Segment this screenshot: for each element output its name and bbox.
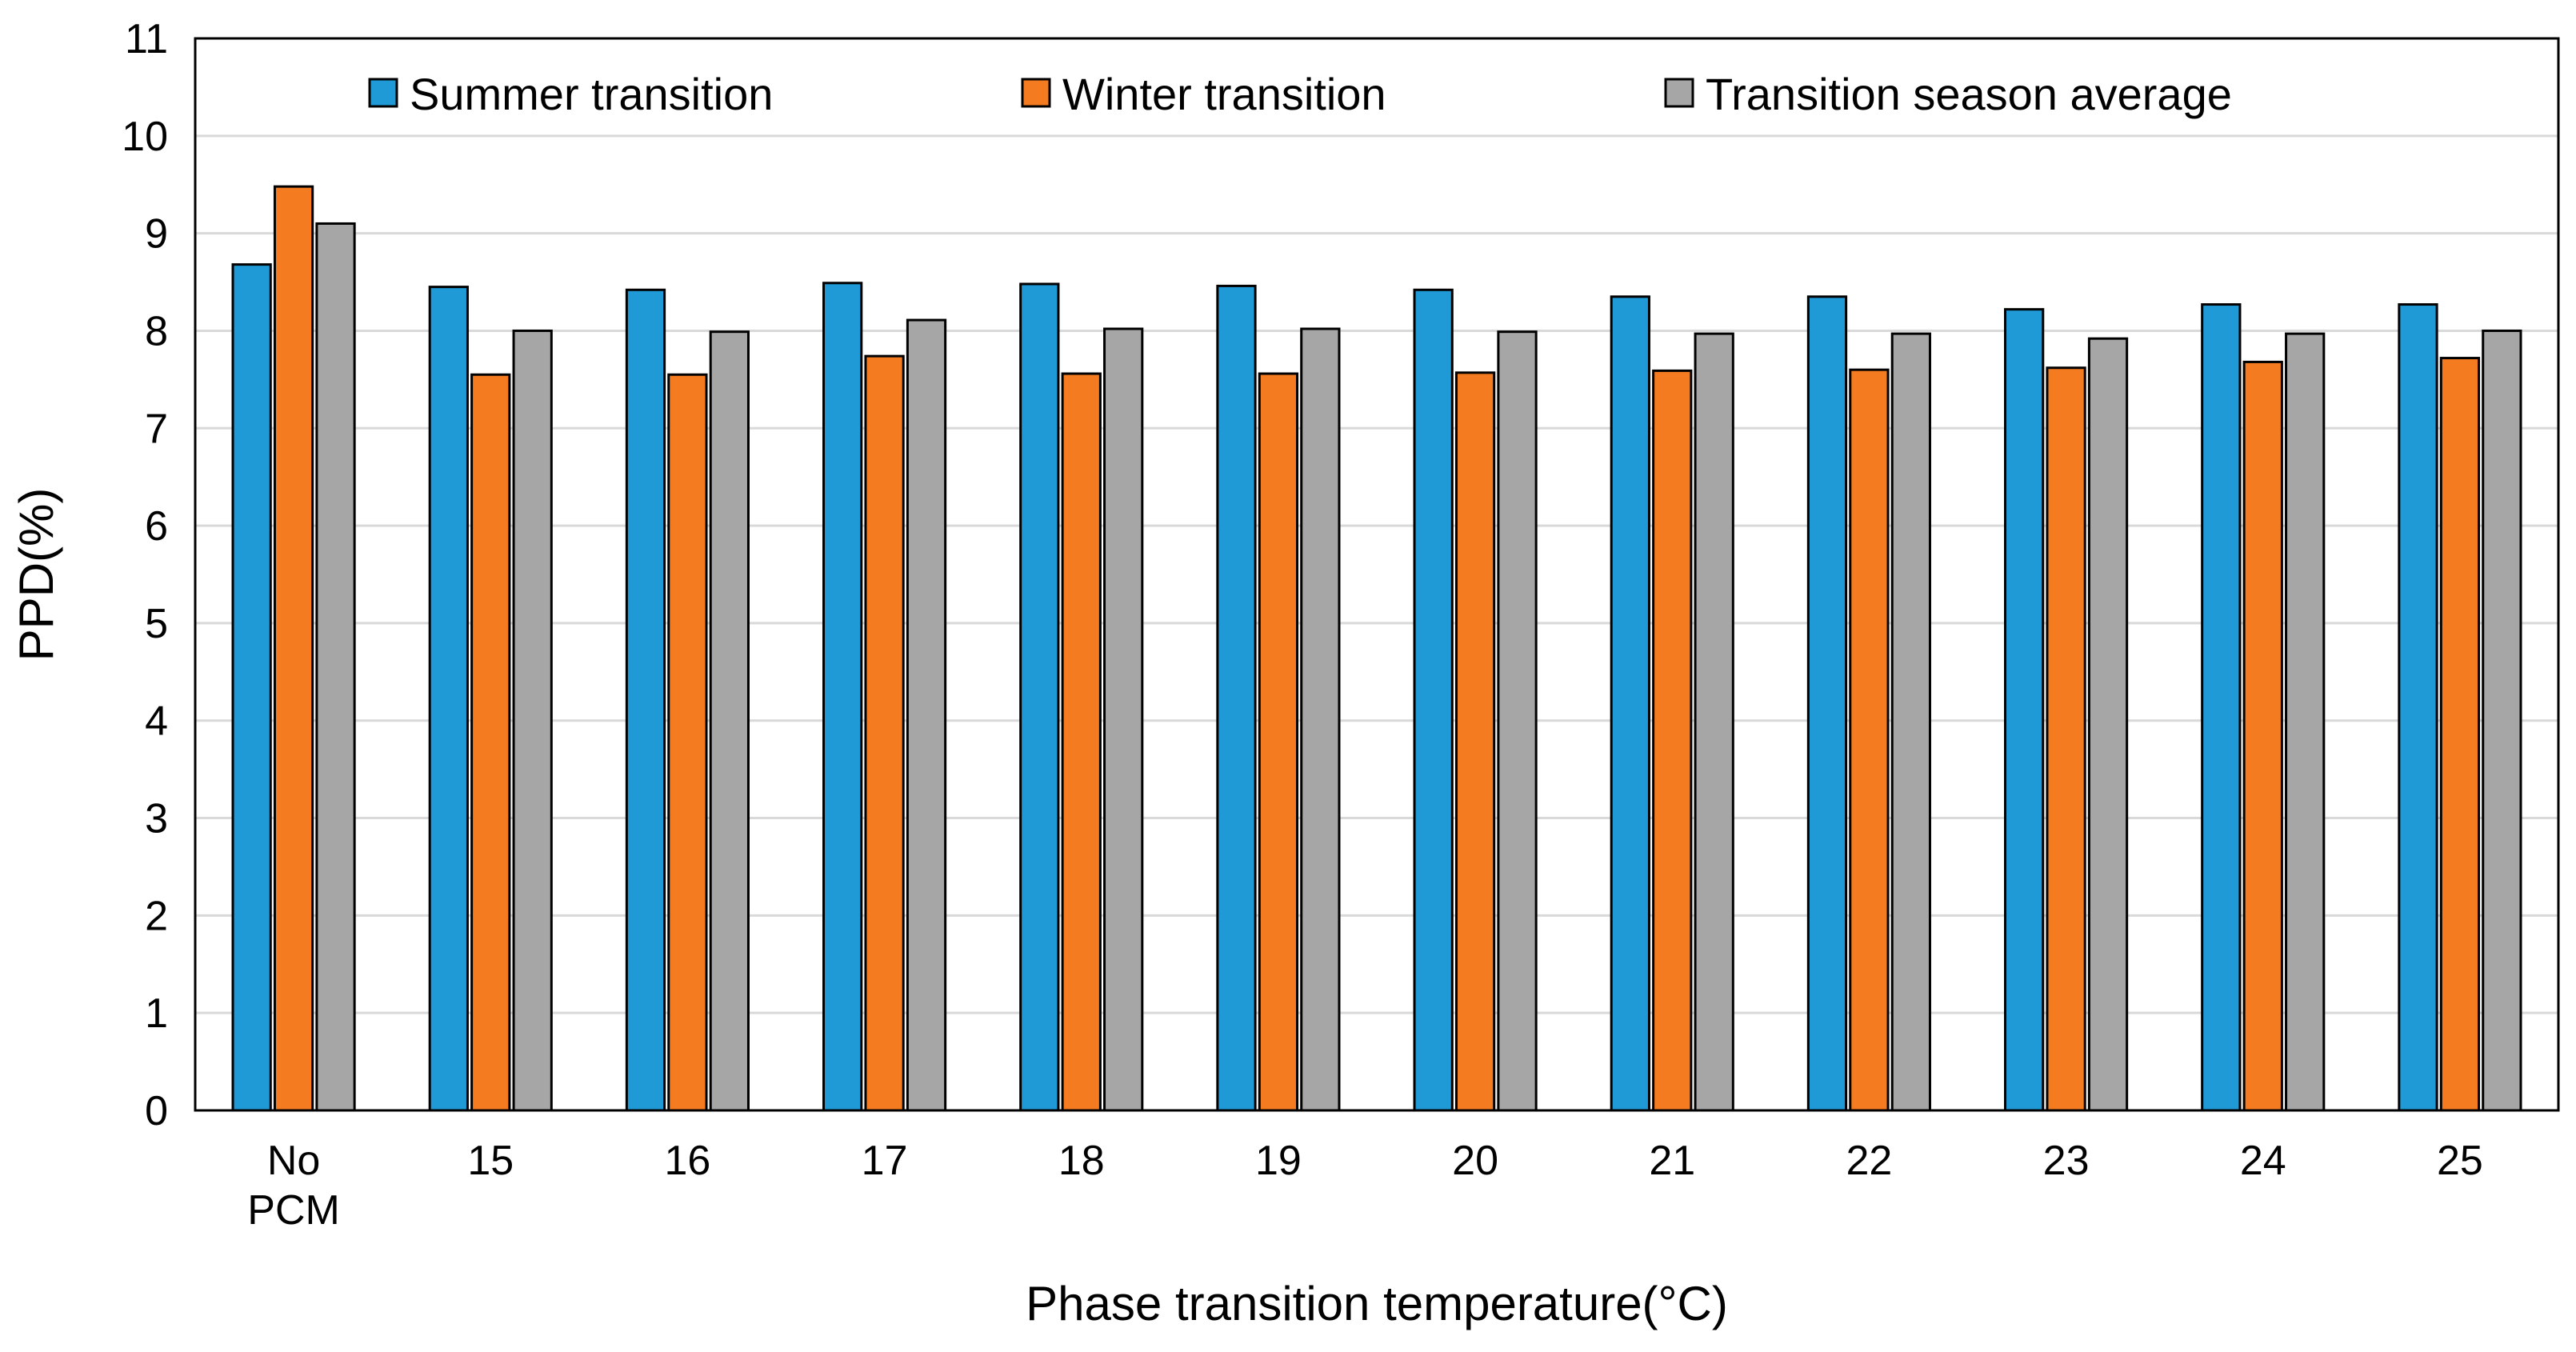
legend-label-summer-transition: Summer transition [410,69,773,119]
bar-summer-transition [1019,282,1060,1112]
bar-winter-transition [667,373,708,1112]
bar-winter-transition [1849,368,1890,1112]
x-tick-label: 25 [2437,1138,2483,1184]
x-tick-label: 17 [862,1138,908,1184]
bar-transition-season-average [1694,332,1734,1112]
bar-winter-transition [1258,372,1299,1112]
bar-transition-season-average [512,329,553,1112]
y-tick-label: 2 [145,893,168,939]
x-tick-label: 22 [1846,1138,1892,1184]
bar-winter-transition [864,354,905,1112]
bar-transition-season-average [2285,332,2326,1112]
bar-summer-transition [2398,303,2438,1112]
legend-label-transition-season-average: Transition season average [1706,69,2232,119]
y-tick-label: 6 [145,503,168,550]
bars [231,185,2522,1112]
bar-transition-season-average [1497,330,1538,1112]
x-tick-label: 20 [1452,1138,1498,1184]
plot-area-frame [194,37,2560,1112]
x-tick-label: 24 [2240,1138,2286,1184]
y-axis-title: PPD(%) [10,488,63,662]
y-tick-label: 0 [145,1088,168,1134]
legend-swatch-winter-transition [1021,78,1051,108]
bar-summer-transition [1610,295,1650,1112]
y-tick-label: 4 [145,698,168,745]
x-tick-label: 21 [1649,1138,1695,1184]
bar-summer-transition [231,263,272,1112]
bar-summer-transition [1413,288,1454,1112]
bar-transition-season-average [906,318,947,1112]
bar-transition-season-average [1103,327,1144,1112]
legend: Summer transition Winter transition Transi… [368,69,2232,119]
bar-transition-season-average [709,330,750,1112]
bar-winter-transition [2046,366,2086,1112]
bar-summer-transition [1806,295,1848,1112]
y-tick-label: 3 [145,796,168,842]
x-tick-label: 15 [467,1138,514,1184]
bar-transition-season-average [1890,332,1931,1112]
axes [194,37,2560,1112]
bar-summer-transition [2004,308,2045,1112]
legend-label-winter-transition: Winter transition [1062,69,1386,119]
y-tick-label: 11 [125,16,168,62]
bar-winter-transition [1061,372,1102,1112]
bar-winter-transition [1652,369,1693,1112]
bar-winter-transition [273,185,314,1112]
bar-summer-transition [1216,284,1257,1112]
y-tick-label: 7 [145,406,168,452]
x-tick-label: 23 [2043,1138,2090,1184]
bar-transition-season-average [2087,337,2129,1112]
y-tick-label: 1 [145,990,168,1037]
y-tick-label: 5 [145,601,168,647]
bar-transition-season-average [1300,327,1341,1112]
bar-winter-transition [470,373,511,1112]
bar-transition-season-average [315,222,356,1112]
x-axis-title: Phase transition temperature(°C) [1026,1277,1728,1330]
x-tick-label: PCM [247,1187,340,1234]
y-tick-label: 8 [145,308,168,354]
y-tick-label: 10 [122,114,168,160]
bar-summer-transition [625,288,666,1112]
y-axis-ticks: 0 1 2 3 4 5 6 7 8 9 10 11 [122,16,168,1134]
bar-transition-season-average [2482,329,2522,1112]
bar-summer-transition [822,282,863,1112]
legend-swatch-summer-transition [368,78,398,108]
x-tick-label: No [267,1138,320,1184]
bar-winter-transition [2439,357,2481,1112]
x-tick-label: 18 [1058,1138,1105,1184]
bar-winter-transition [2242,360,2283,1112]
bar-summer-transition [428,286,469,1112]
gridlines [195,134,2558,1014]
bar-winter-transition [1454,371,1496,1112]
y-tick-label: 9 [145,211,168,258]
bar-summer-transition [2201,303,2242,1112]
legend-swatch-transition-season-average [1664,78,1694,108]
x-tick-label: 19 [1255,1138,1302,1184]
x-tick-label: 16 [664,1138,710,1184]
